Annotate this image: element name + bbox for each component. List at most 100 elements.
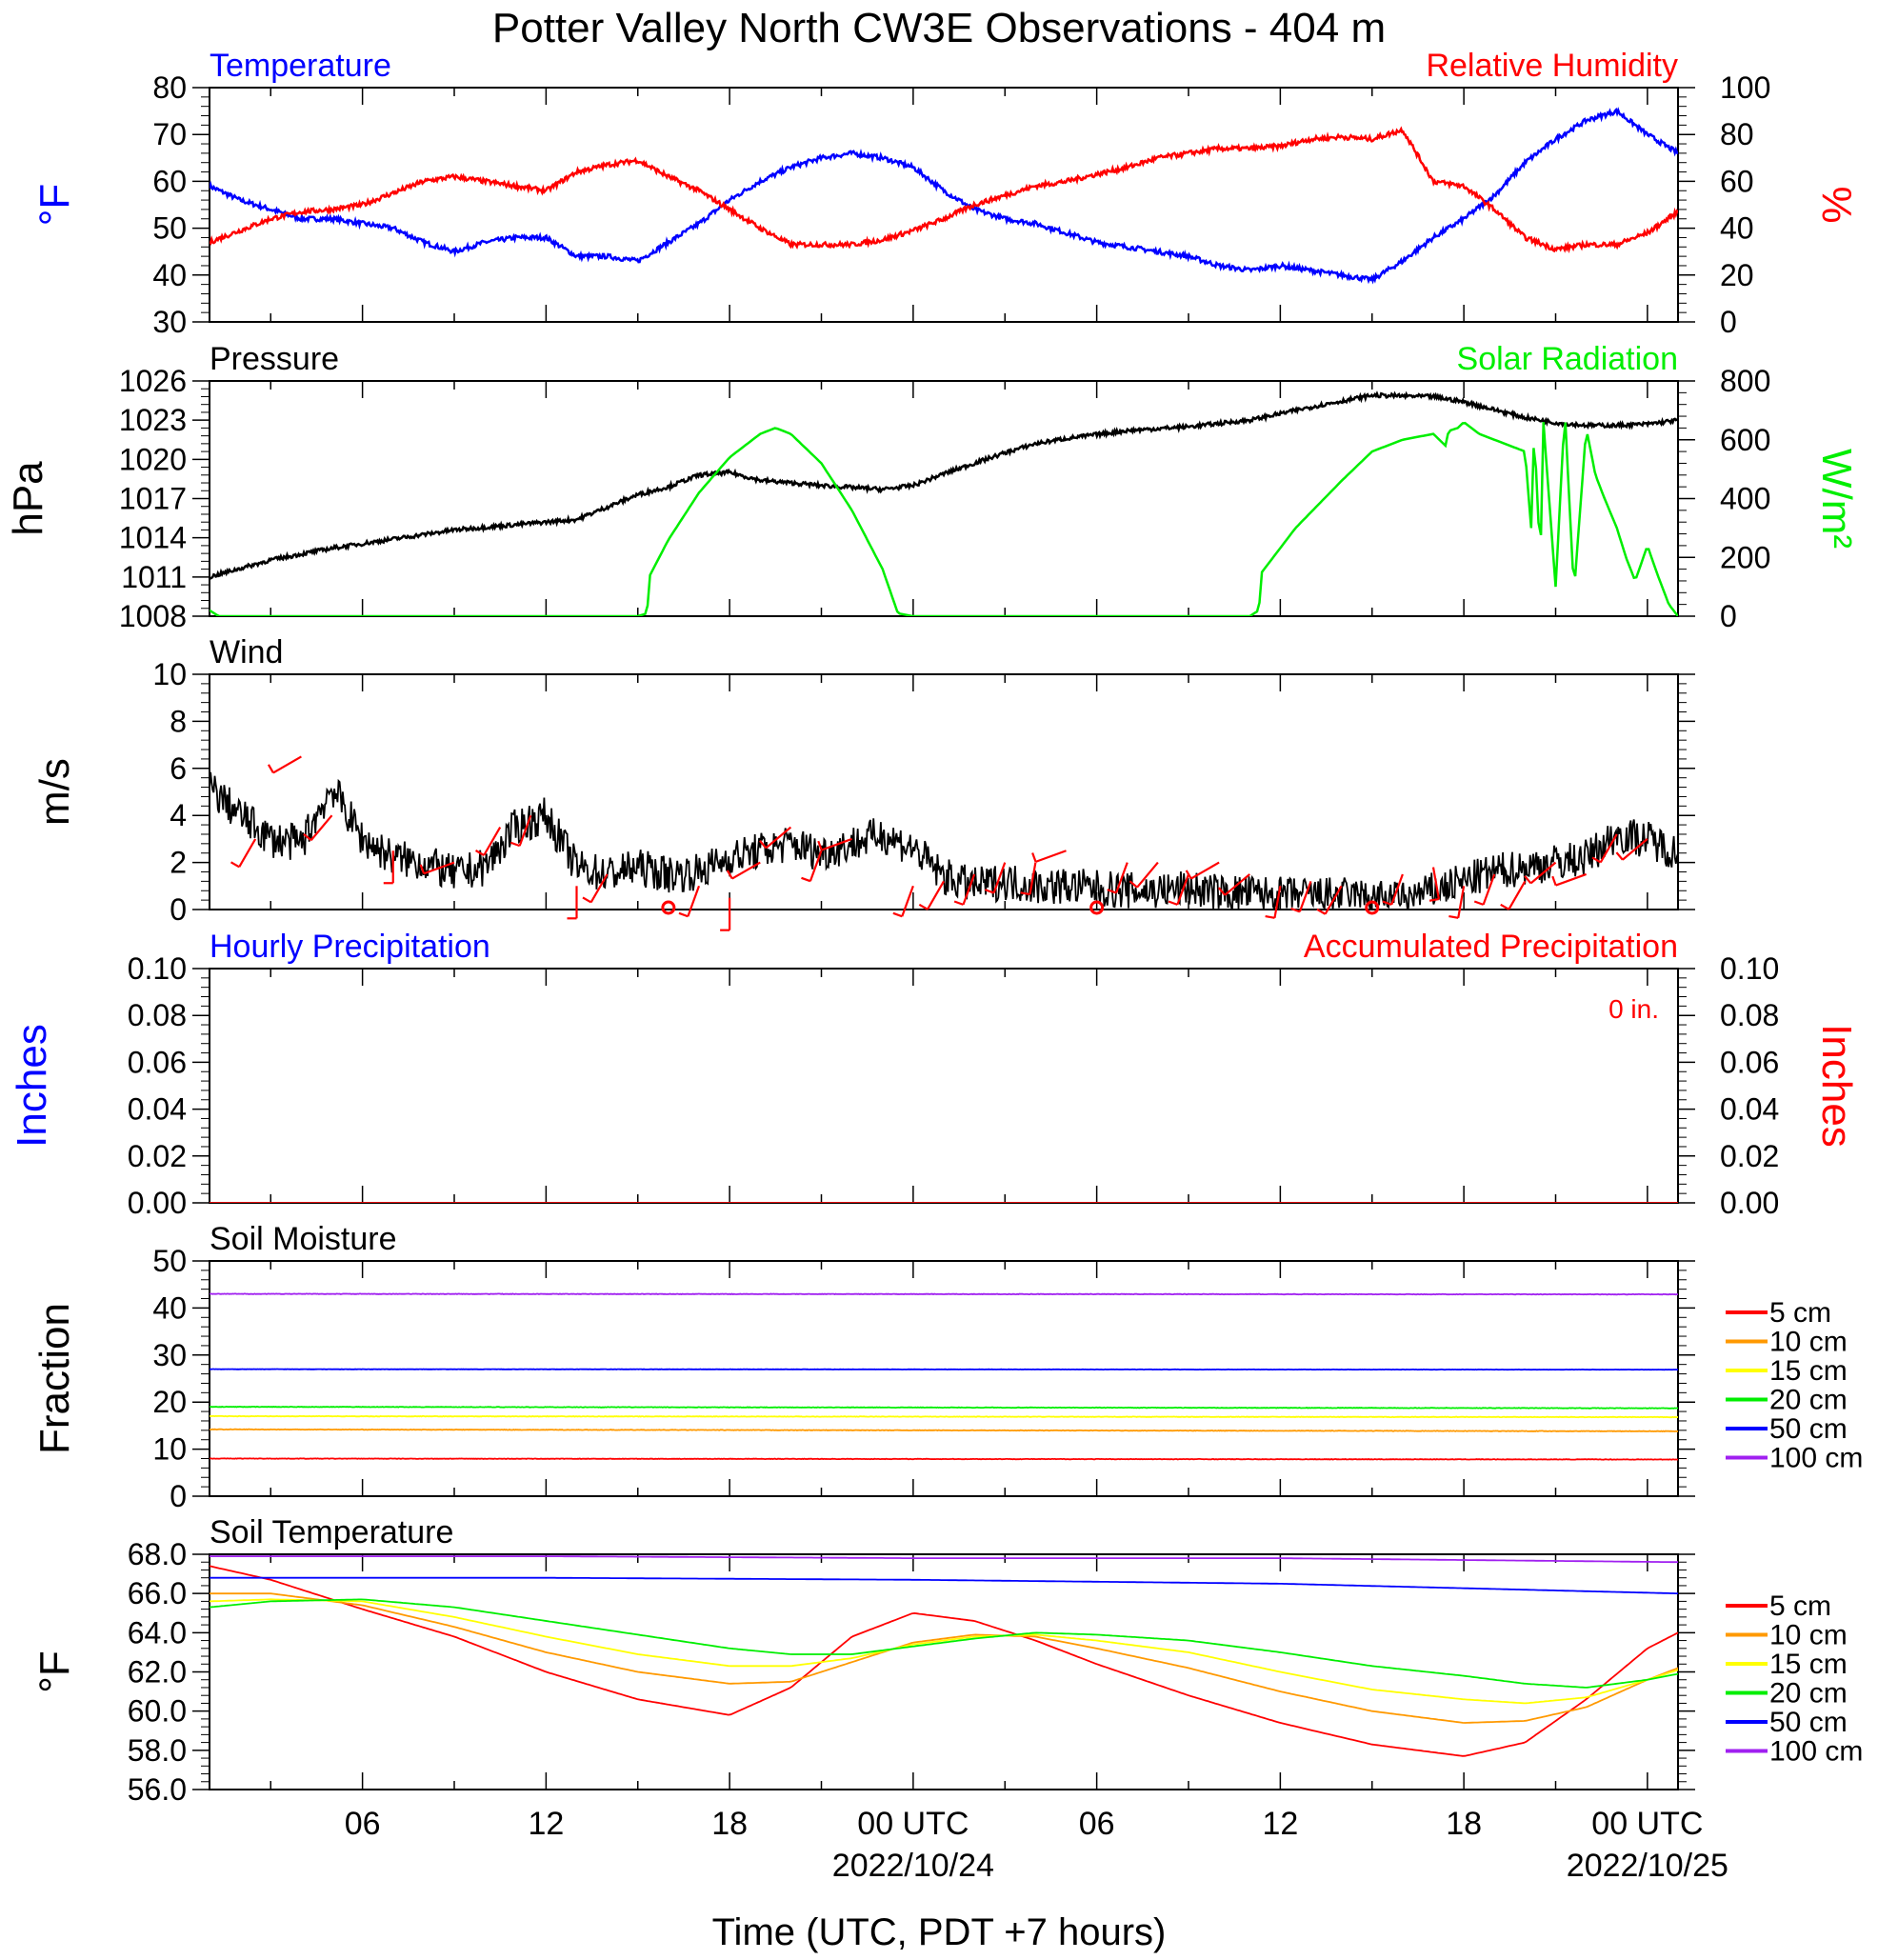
panel-title-right: Accumulated Precipitation [1304,929,1678,965]
y-tick-label-left: 70 [152,117,187,151]
y-tick-label-left: 1023 [119,403,187,437]
wind-barb [687,885,701,917]
y-tick-label-right: 0.00 [1720,1186,1779,1220]
wind-barb-flag [1217,887,1227,896]
wind-barb [1224,873,1250,896]
wind-barb-flag [509,841,521,848]
wind-barb-flag [1129,880,1138,889]
y-tick-label-right: 80 [1720,117,1754,151]
panel-annotation: 0 in. [1608,994,1659,1024]
y-tick-label-left: 1011 [121,560,187,594]
legend-label: 10 cm [1769,1327,1848,1358]
wind-barb [423,861,455,875]
panel-frame [209,968,1679,1204]
wind-barb-flag [726,870,733,880]
panel-frame [209,673,1679,910]
y-tick-label-left: 66.0 [128,1576,187,1610]
y-tick-label-left: 4 [170,798,187,832]
wind-barb-flag [474,850,485,856]
wind-barb [1190,861,1220,880]
wind-barb-calm [1365,900,1380,915]
wind-barb-flag [1591,856,1602,864]
wind-barb-flag [1316,908,1327,915]
legend-label: 10 cm [1769,1620,1848,1651]
y-tick-label-right: 0.06 [1720,1045,1779,1079]
wind-barb-flag [1168,900,1178,906]
wind-barb [1482,873,1496,906]
y-tick-label-left: 40 [152,258,187,292]
y-tick-label-left: 80 [152,70,187,105]
y-tick-label-right: 100 [1720,70,1770,105]
series-line-5cm [210,1565,1678,1757]
y-tick-label-right: 0.02 [1720,1139,1779,1173]
wind-barb-flag [1500,903,1509,910]
y-tick-label-left: 0.00 [128,1186,187,1220]
panel-title-left: Pressure [210,341,339,377]
y-tick-label-left: 56.0 [128,1772,187,1807]
wind-barb [1555,872,1588,887]
panel-title-left: Soil Temperature [210,1514,453,1550]
wind-barb [731,861,761,880]
y-tick-label-left: 8 [170,704,187,738]
wind-barb [1508,880,1527,910]
wind-barb-flag [918,903,929,910]
wind-barb [483,826,502,856]
x-axis-label: Time (UTC, PDT +7 hours) [712,1911,1167,1953]
wind-barb-flag [1473,900,1484,906]
wind-barb-flag [953,900,964,906]
wind-barb-flag [984,889,994,894]
wind-barb-flag [678,911,689,918]
panel-title-right: Solar Radiation [1457,341,1678,377]
series-line [210,126,1678,254]
wind-barb [809,850,823,882]
wind-barb [1457,886,1466,918]
wind-barb [1273,886,1282,918]
wind-barb-flag [1185,870,1192,880]
y-tick-label-right: 200 [1720,540,1770,574]
y-tick-label-left: 30 [152,1338,187,1372]
panel-frame [209,87,1679,323]
series-line [210,771,1678,910]
x-tick-label: 00 UTC [857,1806,969,1842]
y-tick-label-left: 60.0 [128,1694,187,1729]
y-axis-label-left: °F [31,1650,78,1692]
series-line-15cm [210,1598,1678,1705]
wind-barb [901,885,914,917]
y-tick-label-left: 1008 [119,599,187,633]
y-tick-label-left: 40 [152,1290,187,1325]
panel-frame [209,380,1679,617]
wind-barb-flag [1524,875,1532,885]
series-line-100cm [210,1292,1678,1296]
y-axis-label-left: Fraction [31,1303,78,1454]
wind-barb-flag [1107,889,1117,894]
series-line-20cm [210,1598,1678,1689]
x-tick-label: 12 [1262,1806,1298,1842]
panel-title-left: Hourly Precipitation [210,929,490,965]
y-tick-label-left: 0.10 [128,951,187,986]
x-tick-sublabel: 2022/10/25 [1567,1848,1728,1884]
wind-barb [272,755,302,774]
wind-barb [1622,838,1648,861]
y-tick-label-right: 0 [1720,599,1737,633]
wind-barb [1115,862,1129,893]
wind-barb-flag [419,864,426,874]
y-tick-label-left: 50 [152,1244,187,1278]
legend-label: 20 cm [1769,1385,1848,1416]
y-tick-label-right: 0.04 [1720,1092,1779,1127]
legend-label: 50 cm [1769,1707,1848,1738]
y-tick-label-left: 60 [152,164,187,198]
y-tick-label-right: 0.08 [1720,998,1779,1032]
wind-barb [927,880,945,910]
y-axis-label-left: m/s [31,758,78,826]
legend-label: 5 cm [1769,1590,1831,1622]
y-axis-label-left: hPa [5,461,51,536]
y-tick-label-left: 1017 [119,482,187,516]
x-tick-label: 00 UTC [1591,1806,1703,1842]
y-tick-label-left: 30 [152,305,187,339]
legend-label: 50 cm [1769,1413,1848,1445]
y-tick-label-left: 50 [152,211,187,246]
series-line [210,390,1678,580]
wind-barb-flag [892,911,903,918]
wind-barb-calm [661,900,676,915]
